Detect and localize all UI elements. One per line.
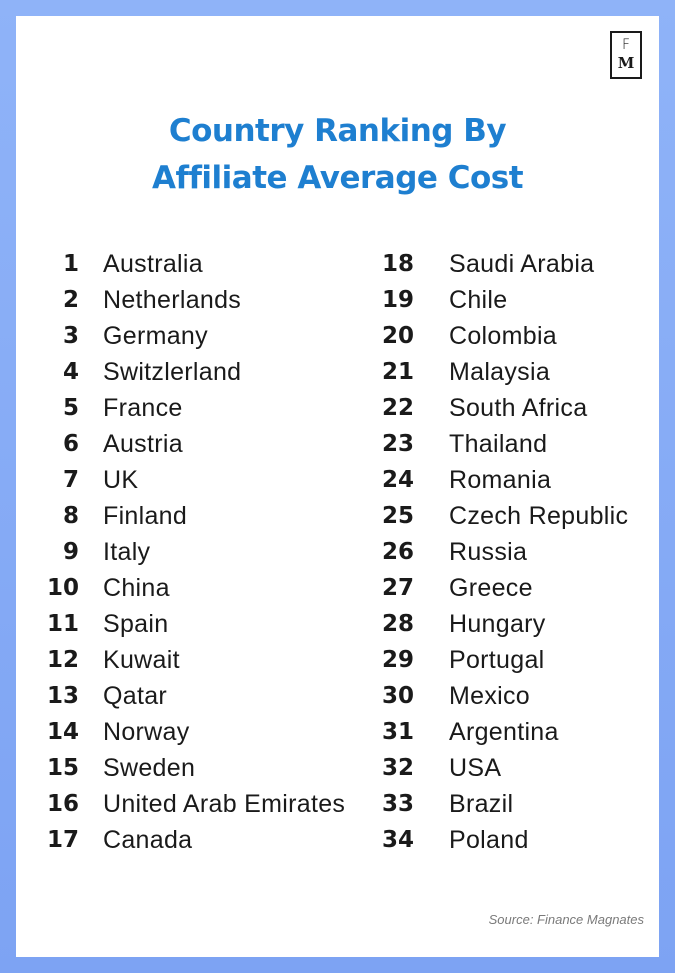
country-name: Spain [103, 610, 169, 638]
rank-number: 3 [62, 323, 79, 349]
rank-number: 12 [46, 647, 79, 673]
rank-number: 1 [62, 251, 79, 277]
country-name: United Arab Emirates [103, 790, 346, 818]
title-line-1: Country Ranking By [168, 113, 507, 149]
country-name: UK [103, 466, 139, 494]
country-name: Brazil [449, 790, 514, 818]
rank-number: 23 [381, 431, 414, 457]
infographic-card: F M Country Ranking By Affiliate Average… [16, 16, 659, 957]
rank-number: 20 [381, 323, 414, 349]
country-name: Canada [103, 826, 193, 854]
country-name: France [103, 394, 183, 422]
page-title: Country Ranking By Affiliate Average Cos… [16, 108, 659, 202]
rank-number: 32 [381, 755, 414, 781]
rank-number: 18 [381, 251, 414, 277]
logo-letter-f: F [621, 37, 631, 53]
country-name: Romania [449, 466, 552, 494]
rank-number: 8 [62, 503, 79, 529]
rank-number: 16 [46, 791, 79, 817]
country-name: South Africa [449, 394, 588, 422]
country-name: Netherlands [103, 286, 242, 314]
country-name: Russia [449, 538, 528, 566]
rank-number: 7 [62, 467, 79, 493]
country-name: Mexico [449, 682, 530, 710]
country-name: Germany [103, 322, 208, 350]
rank-number: 34 [381, 827, 414, 853]
rank-number: 4 [62, 359, 79, 385]
rank-number: 25 [381, 503, 414, 529]
rank-number: 11 [46, 611, 79, 637]
rank-number: 27 [381, 575, 414, 601]
rank-number: 10 [46, 575, 79, 601]
country-name: Switzlerland [103, 358, 242, 386]
rank-number: 6 [62, 431, 79, 457]
country-name: Malaysia [449, 358, 551, 386]
source-caption: Source: Finance Magnates [488, 912, 644, 927]
country-name: Austria [103, 430, 183, 458]
country-name: China [103, 574, 170, 602]
country-name: Colombia [449, 322, 558, 350]
country-name: USA [449, 754, 502, 782]
rank-number: 29 [381, 647, 414, 673]
rank-number: 22 [381, 395, 414, 421]
rank-number: 15 [46, 755, 79, 781]
country-name: Finland [103, 502, 188, 530]
country-name: Italy [103, 538, 151, 566]
rank-number: 13 [46, 683, 79, 709]
rank-number: 21 [381, 359, 414, 385]
country-name: Czech Republic [449, 502, 629, 530]
country-name: Qatar [103, 682, 168, 710]
rank-number: 30 [381, 683, 414, 709]
country-name: Thailand [449, 430, 548, 458]
rank-number: 28 [381, 611, 414, 637]
country-name: Sweden [103, 754, 196, 782]
country-name: Chile [449, 286, 508, 314]
country-name: Poland [449, 826, 529, 854]
rank-number: 9 [62, 539, 79, 565]
country-name: Norway [103, 718, 190, 746]
rank-number: 14 [46, 719, 79, 745]
rank-number: 24 [381, 467, 414, 493]
country-name: Kuwait [103, 646, 180, 674]
fm-logo: F M [610, 31, 642, 79]
country-name: Saudi Arabia [449, 250, 595, 278]
rank-number: 19 [381, 287, 414, 313]
rank-number: 5 [62, 395, 79, 421]
country-name: Portugal [449, 646, 545, 674]
rank-number: 31 [381, 719, 414, 745]
country-name: Hungary [449, 610, 546, 638]
rank-number: 26 [381, 539, 414, 565]
rank-number: 2 [62, 287, 79, 313]
country-name: Argentina [449, 718, 559, 746]
country-name: Australia [103, 250, 203, 278]
country-name: Greece [449, 574, 533, 602]
logo-letter-m: M [617, 54, 635, 72]
rank-number: 17 [46, 827, 79, 853]
rank-number: 33 [381, 791, 414, 817]
title-line-2: Affiliate Average Cost [151, 160, 524, 196]
